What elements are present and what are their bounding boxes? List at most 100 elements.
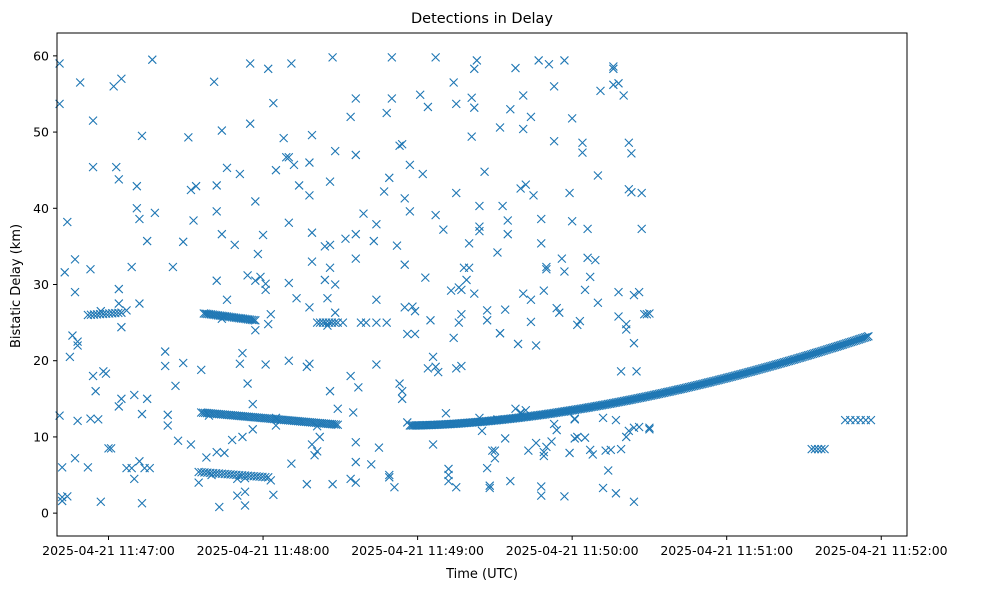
data-point	[279, 133, 289, 143]
data-point	[859, 333, 868, 343]
data-point	[811, 348, 821, 358]
data-point	[580, 433, 590, 443]
data-point	[608, 80, 618, 90]
data-point	[816, 347, 826, 356]
data-point	[247, 315, 257, 325]
data-point	[521, 405, 531, 415]
data-point	[634, 287, 644, 297]
data-point	[325, 263, 335, 273]
data-point	[86, 414, 95, 424]
data-point	[395, 379, 404, 388]
data-point	[629, 338, 639, 348]
data-point	[565, 448, 574, 458]
data-point	[122, 306, 131, 315]
data-point	[493, 415, 502, 424]
data-point	[372, 219, 381, 229]
data-point	[552, 425, 562, 435]
data-point	[287, 59, 296, 68]
data-point	[616, 366, 626, 376]
data-point	[104, 443, 113, 453]
data-point	[117, 394, 126, 404]
data-point	[441, 408, 451, 418]
data-point	[142, 236, 152, 246]
data-point	[384, 470, 394, 480]
data-point	[786, 356, 796, 365]
data-point	[803, 350, 813, 360]
data-point	[220, 448, 229, 458]
data-point	[240, 487, 250, 497]
data-point	[560, 491, 569, 501]
data-point	[189, 216, 198, 225]
data-point	[505, 104, 515, 114]
data-point	[271, 421, 281, 430]
data-point	[516, 408, 526, 417]
data-point	[822, 345, 832, 354]
data-point	[833, 341, 843, 351]
data-point	[792, 354, 802, 364]
data-point	[629, 497, 639, 507]
data-point	[603, 466, 613, 475]
data-point	[217, 229, 227, 239]
data-point	[60, 267, 70, 277]
data-point	[570, 434, 580, 443]
data-point	[397, 139, 407, 149]
data-point	[578, 148, 587, 158]
data-point	[325, 177, 335, 187]
data-point	[261, 360, 271, 369]
data-point	[330, 308, 340, 318]
data-point	[127, 262, 137, 272]
data-point	[70, 453, 80, 463]
data-point	[526, 295, 536, 305]
data-point	[351, 437, 361, 447]
data-point	[410, 306, 420, 316]
data-point	[312, 447, 322, 456]
data-point	[632, 366, 641, 376]
data-point	[783, 357, 792, 366]
data-point	[400, 260, 410, 270]
data-point	[135, 456, 144, 466]
data-point	[645, 424, 654, 434]
data-point	[204, 411, 214, 420]
data-point	[451, 363, 461, 373]
data-point	[351, 457, 361, 467]
data-point	[431, 52, 441, 62]
data-point	[222, 295, 232, 305]
x-tick-label: 2025-04-21 11:47:00	[42, 543, 175, 558]
data-point	[331, 420, 341, 429]
data-point	[114, 284, 124, 294]
data-point	[854, 335, 864, 344]
data-point	[813, 348, 822, 357]
data-point	[248, 424, 258, 434]
data-point	[518, 289, 528, 299]
data-point	[487, 446, 497, 456]
data-point	[590, 255, 600, 265]
data-point	[542, 262, 551, 272]
data-point	[88, 162, 98, 172]
data-point	[536, 491, 546, 500]
data-point	[250, 315, 260, 325]
data-point	[302, 479, 312, 489]
data-point	[263, 64, 273, 74]
data-point	[526, 112, 536, 122]
data-point	[245, 59, 255, 68]
data-point	[305, 302, 314, 312]
data-point	[222, 163, 232, 173]
data-point	[454, 318, 464, 327]
data-point	[353, 382, 363, 392]
data-point	[268, 490, 278, 500]
data-point	[482, 306, 492, 315]
data-point	[472, 56, 482, 65]
data-point	[268, 98, 278, 108]
y-tick-label: 0	[41, 506, 49, 521]
data-point	[217, 126, 227, 135]
data-point	[567, 216, 577, 226]
data-point	[57, 463, 67, 472]
data-point	[284, 218, 294, 228]
data-point	[230, 240, 240, 250]
data-point	[821, 345, 830, 355]
data-point	[62, 491, 72, 501]
data-point	[614, 78, 623, 88]
data-point	[802, 351, 811, 361]
data-point	[539, 286, 549, 295]
data-point	[62, 217, 72, 227]
